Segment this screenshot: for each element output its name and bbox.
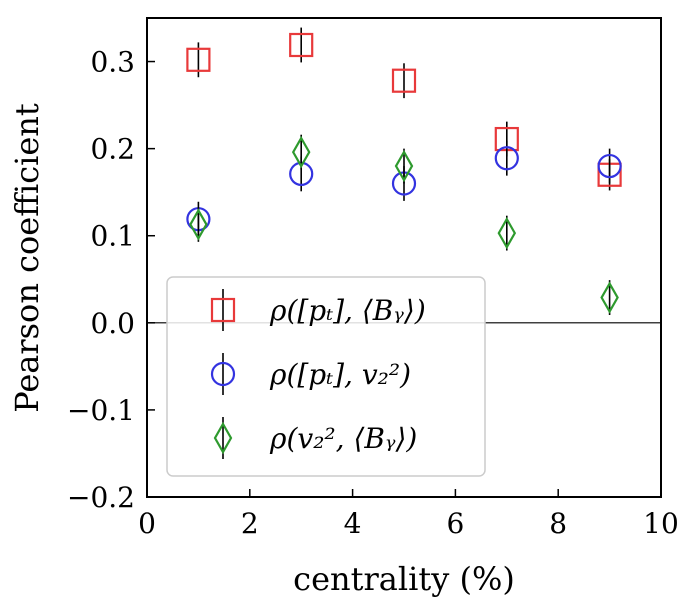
legend-label: ρ([pₜ], ⟨Bᵧ⟩) [269, 294, 426, 327]
data-point-circle [597, 153, 622, 179]
data-point-square [289, 32, 314, 58]
x-tick-label: 4 [344, 507, 362, 540]
legend-box [166, 276, 486, 477]
data-point-circle [494, 146, 519, 171]
x-tick-label: 2 [241, 507, 259, 540]
data-point-diamond [394, 149, 414, 183]
legend-label: ρ([pₜ], v₂²) [269, 358, 411, 391]
legend-marker-diamond [213, 421, 233, 455]
data-point-diamond [600, 281, 619, 314]
y-tick-label: 0.1 [90, 220, 135, 253]
y-axis-title: Pearson coefficient [8, 103, 46, 413]
legend: ρ([pₜ], ⟨Bᵧ⟩) ρ([pₜ], v₂²) ρ(v₂², ⟨Bᵧ⟩) [166, 276, 486, 477]
y-tick-label: −0.2 [67, 481, 135, 514]
x-tick-label: 10 [643, 507, 679, 540]
data-point-diamond [291, 135, 311, 169]
data-point-diamond [189, 208, 208, 241]
data-point-square [391, 68, 417, 93]
legend-marker-circle [210, 361, 236, 387]
legend-label: ρ(v₂², ⟨Bᵧ⟩) [269, 422, 417, 455]
y-tick-label: −0.1 [67, 394, 135, 427]
y-tick-label: 0.0 [90, 307, 135, 340]
x-tick-label: 0 [138, 507, 156, 540]
x-tick-label: 6 [446, 507, 464, 540]
x-tick-label: 8 [549, 507, 567, 540]
x-axis-title: centrality (%) [293, 560, 515, 598]
plot-frame [146, 17, 662, 498]
y-tick-label: 0.2 [90, 133, 135, 166]
data-point-diamond [497, 216, 517, 250]
data-point-square [186, 47, 211, 72]
y-tick-label: 0.3 [90, 46, 135, 79]
legend-marker-square [210, 297, 236, 323]
